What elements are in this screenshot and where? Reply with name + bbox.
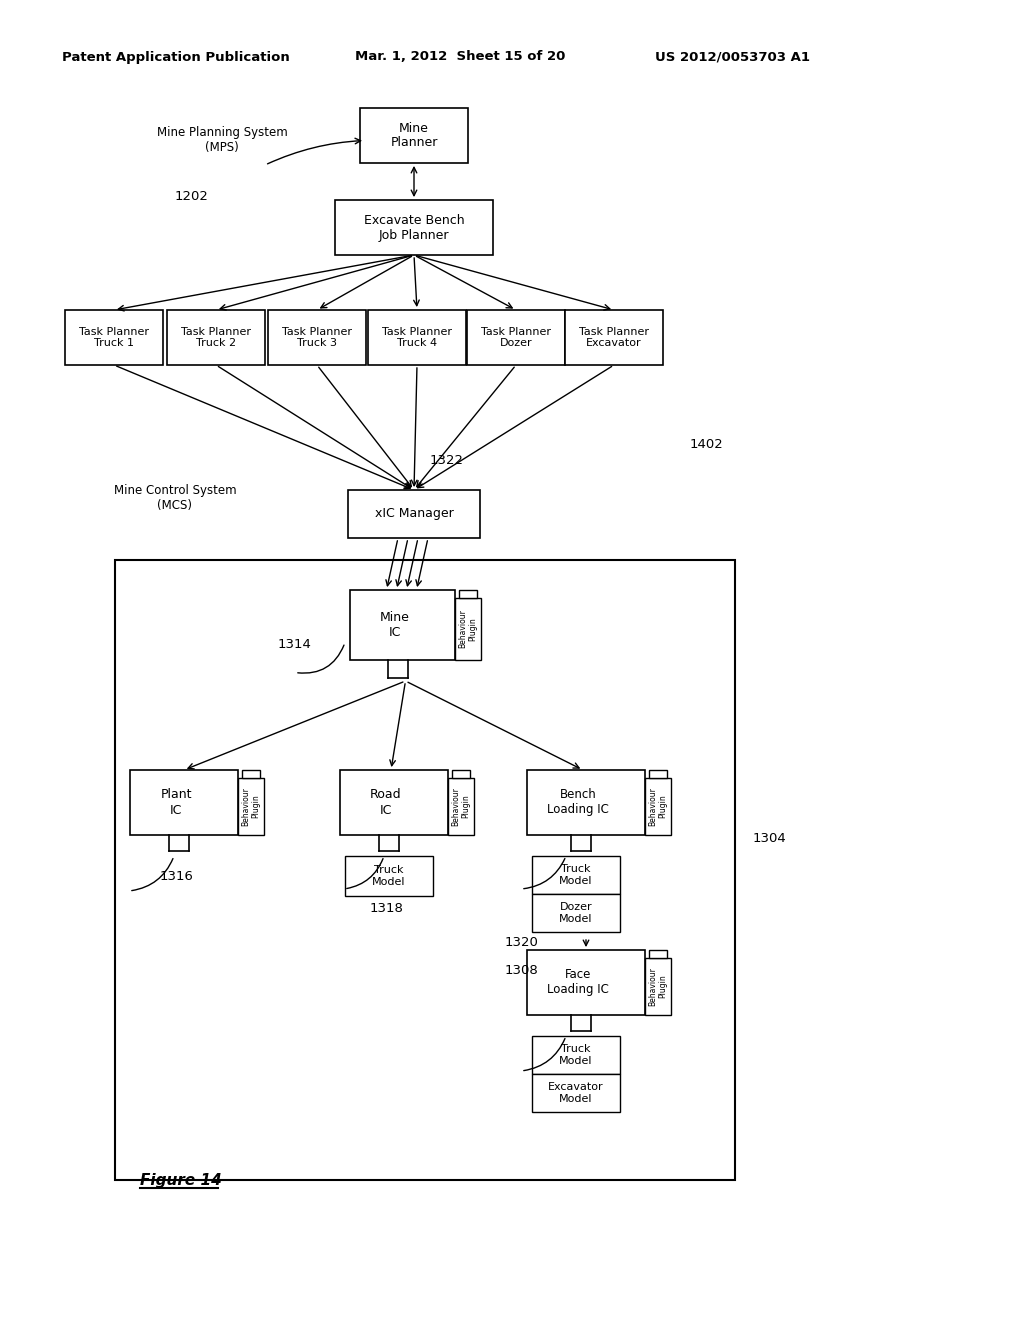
Bar (348, 490, 480, 539)
Bar (527, 950, 645, 1015)
Text: 1402: 1402 (690, 438, 724, 451)
Text: Dozer
Model: Dozer Model (559, 902, 593, 924)
Text: 1318: 1318 (370, 903, 403, 916)
Text: 1304: 1304 (753, 833, 786, 846)
Bar (459, 590, 477, 598)
Bar (532, 894, 620, 932)
Text: xIC Manager: xIC Manager (375, 507, 454, 520)
Text: US 2012/0053703 A1: US 2012/0053703 A1 (655, 50, 810, 63)
Bar (467, 310, 565, 366)
Bar (368, 310, 466, 366)
Bar (452, 770, 470, 777)
Text: Patent Application Publication: Patent Application Publication (62, 50, 290, 63)
Bar (115, 560, 735, 1180)
Bar (360, 108, 468, 162)
Bar (238, 777, 264, 836)
Text: Truck
Model: Truck Model (559, 865, 593, 886)
Text: Excavate Bench
Job Planner: Excavate Bench Job Planner (364, 214, 464, 242)
Bar (335, 201, 493, 255)
Text: Excavator
Model: Excavator Model (548, 1082, 604, 1104)
Bar (455, 598, 481, 660)
Text: Mar. 1, 2012  Sheet 15 of 20: Mar. 1, 2012 Sheet 15 of 20 (355, 50, 565, 63)
Text: Plant
IC: Plant IC (160, 788, 191, 817)
Bar (649, 770, 667, 777)
Text: Behaviour
Plugin: Behaviour Plugin (242, 787, 261, 826)
Text: Behaviour
Plugin: Behaviour Plugin (648, 787, 668, 826)
Bar (645, 958, 671, 1015)
Text: Task Planner
Truck 3: Task Planner Truck 3 (282, 327, 352, 348)
Text: Task Planner
Dozer: Task Planner Dozer (481, 327, 551, 348)
Bar (645, 777, 671, 836)
Text: 1308: 1308 (505, 964, 539, 977)
Bar (167, 310, 265, 366)
Bar (268, 310, 366, 366)
Text: 1202: 1202 (175, 190, 209, 203)
Bar (242, 770, 260, 777)
Bar (532, 855, 620, 894)
Text: 1314: 1314 (278, 639, 312, 652)
Bar (449, 777, 474, 836)
Text: Truck
Model: Truck Model (559, 1044, 593, 1065)
Text: Figure 14: Figure 14 (140, 1172, 222, 1188)
Text: Face
Loading IC: Face Loading IC (547, 969, 609, 997)
Text: Task Planner
Truck 1: Task Planner Truck 1 (79, 327, 150, 348)
Text: Task Planner
Excavator: Task Planner Excavator (579, 327, 649, 348)
Bar (340, 770, 449, 836)
Text: 1316: 1316 (160, 870, 194, 883)
Text: Mine Planning System
(MPS): Mine Planning System (MPS) (157, 125, 288, 154)
Bar (130, 770, 238, 836)
Bar (649, 950, 667, 958)
Text: Road
IC: Road IC (371, 788, 401, 817)
Text: Mine
IC: Mine IC (380, 611, 410, 639)
Text: Behaviour
Plugin: Behaviour Plugin (648, 968, 668, 1006)
Text: Mine Control System
(MCS): Mine Control System (MCS) (114, 484, 237, 512)
Bar (532, 1036, 620, 1074)
Text: Task Planner
Truck 4: Task Planner Truck 4 (382, 327, 452, 348)
Bar (65, 310, 163, 366)
Text: Task Planner
Truck 2: Task Planner Truck 2 (181, 327, 251, 348)
Text: Truck
Model: Truck Model (373, 865, 406, 887)
Text: 1320: 1320 (505, 936, 539, 949)
Bar (565, 310, 663, 366)
Text: Behaviour
Plugin: Behaviour Plugin (452, 787, 471, 826)
Text: 1322: 1322 (430, 454, 464, 466)
Bar (527, 770, 645, 836)
Bar (345, 855, 433, 896)
Bar (532, 1074, 620, 1111)
Text: Mine
Planner: Mine Planner (390, 121, 437, 149)
Text: Behaviour
Plugin: Behaviour Plugin (459, 610, 478, 648)
Bar (350, 590, 455, 660)
Text: Bench
Loading IC: Bench Loading IC (547, 788, 609, 817)
